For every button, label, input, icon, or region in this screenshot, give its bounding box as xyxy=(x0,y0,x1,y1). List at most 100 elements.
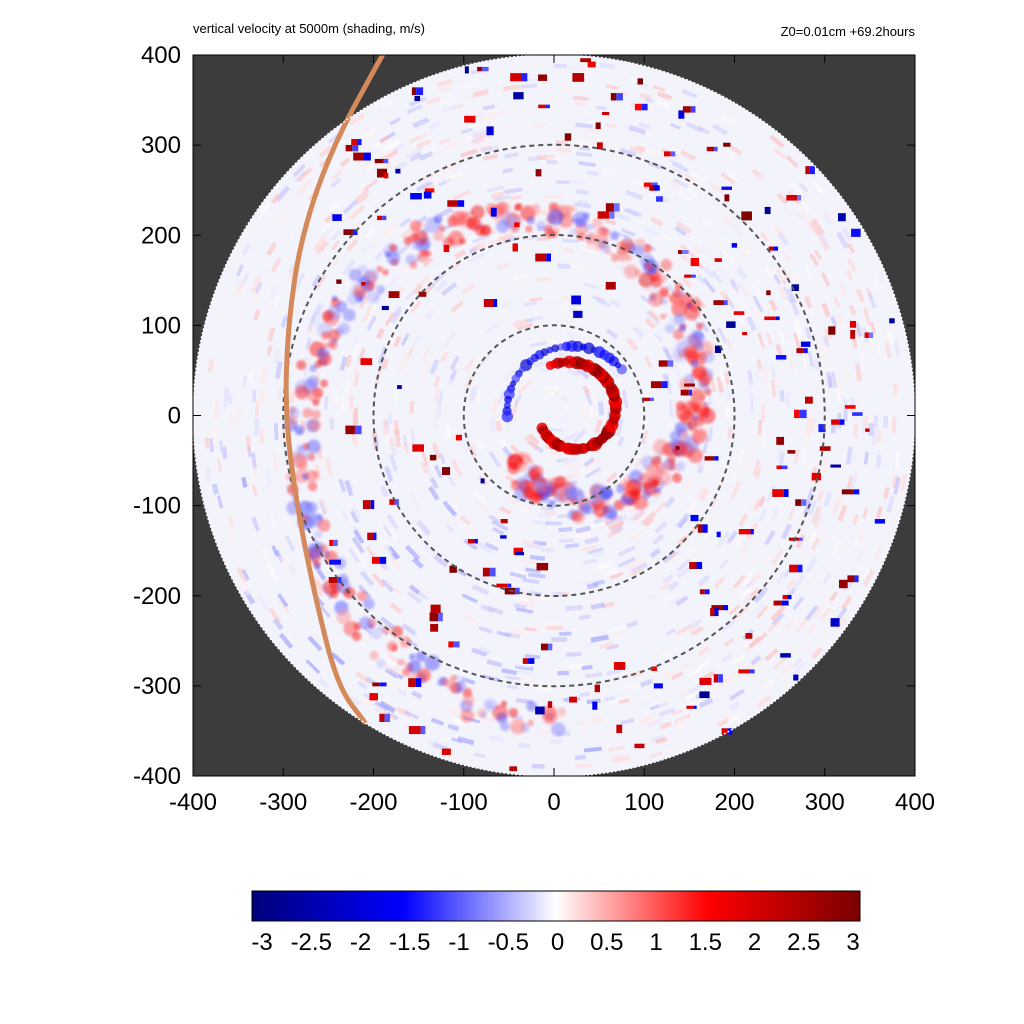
texture-cell xyxy=(767,510,775,521)
texture-cell xyxy=(378,135,391,144)
texture-cell xyxy=(329,257,340,270)
convective-cell xyxy=(430,623,439,632)
texture-cell xyxy=(461,593,478,604)
texture-cell xyxy=(718,267,730,281)
texture-cell xyxy=(749,381,755,393)
texture-cell xyxy=(301,366,309,384)
texture-cell xyxy=(629,607,644,617)
convective-cell xyxy=(642,397,650,401)
texture-cell xyxy=(675,595,689,607)
texture-cell xyxy=(559,538,575,544)
texture-cell xyxy=(697,125,710,135)
convective-cell xyxy=(500,518,508,524)
texture-cell xyxy=(855,322,863,337)
convective-cell xyxy=(688,389,693,396)
y-tick-label: 100 xyxy=(141,312,181,339)
convective-cell xyxy=(522,658,529,664)
texture-cell xyxy=(575,151,593,158)
texture-cell xyxy=(740,282,752,297)
texture-cell xyxy=(235,264,245,277)
texture-cell xyxy=(757,419,762,435)
eyewall-downdraft xyxy=(501,410,513,423)
convective-cell xyxy=(467,539,475,544)
texture-cell xyxy=(853,423,859,438)
convective-cell xyxy=(677,250,682,254)
chart-subtitle: Z0=0.01cm +69.2hours xyxy=(781,24,916,39)
rainband-layer xyxy=(283,201,716,737)
texture-cell xyxy=(644,147,656,156)
texture-cell xyxy=(469,569,484,579)
texture-cell xyxy=(843,367,850,385)
convective-cell xyxy=(613,203,620,212)
texture-cell xyxy=(622,390,629,409)
texture-cell xyxy=(307,635,323,652)
texture-cell xyxy=(380,199,398,214)
convective-cell xyxy=(733,311,745,315)
texture-cell xyxy=(590,602,605,610)
convective-cell xyxy=(723,300,728,306)
texture-cell xyxy=(696,274,707,285)
texture-cell xyxy=(748,498,758,513)
texture-cell xyxy=(565,651,582,658)
texture-cell xyxy=(445,523,456,533)
texture-cell xyxy=(673,177,689,189)
texture-cell xyxy=(550,739,562,745)
texture-cell xyxy=(633,510,646,522)
texture-cell xyxy=(657,91,673,101)
texture-cell xyxy=(794,449,800,464)
convective-cell xyxy=(414,95,421,102)
texture-cell xyxy=(455,137,467,145)
texture-cell xyxy=(434,388,440,402)
y-tick-label: -300 xyxy=(133,673,181,700)
texture-cell xyxy=(617,436,625,447)
texture-cell xyxy=(563,460,581,470)
texture-cell xyxy=(215,309,224,327)
rainband-patch xyxy=(409,261,418,270)
texture-cell xyxy=(756,605,769,619)
rainband-patch xyxy=(672,328,684,340)
texture-cell xyxy=(234,281,244,297)
texture-cell xyxy=(569,663,584,668)
convective-cell xyxy=(795,499,802,506)
texture-cell xyxy=(409,299,422,314)
y-tick-label: 200 xyxy=(141,222,181,249)
texture-cell xyxy=(529,341,547,348)
texture-cell xyxy=(516,587,535,595)
texture-cell xyxy=(317,673,330,684)
texture-cell xyxy=(702,528,713,540)
convective-cell xyxy=(353,152,365,161)
texture-cell xyxy=(491,526,505,536)
rainband-patch xyxy=(591,217,603,229)
texture-cell xyxy=(534,122,548,127)
texture-cell xyxy=(605,471,618,484)
texture-cell xyxy=(287,563,298,576)
convective-cell xyxy=(838,579,848,589)
convective-cell xyxy=(329,559,341,565)
texture-cell xyxy=(468,121,481,130)
rainband-patch xyxy=(564,483,579,499)
texture-cell xyxy=(575,763,591,769)
texture-cell xyxy=(556,180,570,185)
texture-cell xyxy=(678,517,688,529)
texture-cell xyxy=(270,257,282,273)
texture-cell xyxy=(706,617,721,629)
texture-cell xyxy=(678,252,693,265)
texture-cell xyxy=(380,578,395,593)
convective-cell xyxy=(804,348,808,354)
texture-cell xyxy=(561,431,580,444)
rainband-patch xyxy=(664,323,675,334)
rainband-patch xyxy=(600,243,611,254)
rainband-patch xyxy=(675,404,692,421)
texture-cell xyxy=(446,473,456,487)
convective-cell xyxy=(587,61,596,68)
texture-cell xyxy=(620,718,635,725)
texture-cell xyxy=(735,266,748,280)
texture-cell xyxy=(659,721,672,730)
convective-cell xyxy=(634,103,642,111)
texture-cell xyxy=(843,409,848,422)
texture-cell xyxy=(737,449,745,466)
texture-cell xyxy=(424,145,438,155)
texture-cell xyxy=(791,271,802,285)
convective-cell xyxy=(482,567,490,577)
texture-cell xyxy=(764,647,779,662)
